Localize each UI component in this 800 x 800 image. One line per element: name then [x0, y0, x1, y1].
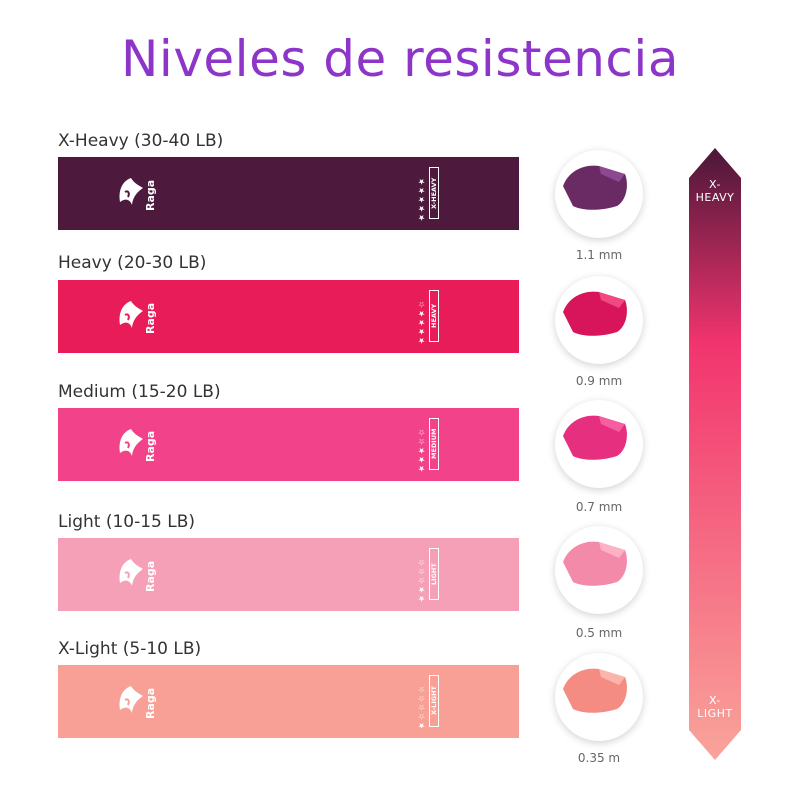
brand-name: Raga [144, 687, 157, 719]
page-title: Niveles de resistencia [121, 30, 679, 88]
level-tag: LIGHT [429, 548, 439, 600]
band-label-heavy: Heavy (20-30 LB) [58, 253, 207, 273]
rating-stars: ★★★★★ [417, 177, 426, 222]
raga-logo-icon [116, 175, 160, 213]
band-medium: Raga ★★★☆☆ MEDIUM [58, 408, 519, 481]
band-thickness-swatch [555, 150, 643, 238]
rating-stars: ★★☆☆☆ [417, 558, 426, 603]
rating-stars: ★☆☆☆☆ [417, 685, 426, 730]
thickness-label: 0.35 m [577, 751, 621, 765]
level-tag: X-HEAVY [429, 167, 439, 219]
raga-logo-icon [116, 683, 160, 721]
raga-logo-icon [116, 426, 160, 464]
level-tag: X-LIGHT [429, 675, 439, 727]
level-tag: MEDIUM [429, 418, 439, 470]
band-label-x-heavy: X-Heavy (30-40 LB) [58, 131, 224, 151]
thickness-label: 0.7 mm [575, 500, 623, 514]
band-heavy: Raga ★★★★☆ HEAVY [58, 280, 519, 353]
brand-name: Raga [144, 560, 157, 592]
raga-logo-icon [116, 556, 160, 594]
scale-bottom-label: X- LIGHT [697, 694, 733, 720]
thickness-label: 1.1 mm [575, 248, 623, 262]
band-x-light: Raga ★☆☆☆☆ X-LIGHT [58, 665, 519, 738]
band-light: Raga ★★☆☆☆ LIGHT [58, 538, 519, 611]
brand-name: Raga [144, 430, 157, 462]
brand-name: Raga [144, 302, 157, 334]
band-thickness-swatch [555, 653, 643, 741]
thickness-label: 0.9 mm [575, 374, 623, 388]
band-thickness-swatch [555, 276, 643, 364]
band-label-x-light: X-Light (5-10 LB) [58, 639, 202, 659]
rating-stars: ★★★★☆ [417, 300, 426, 345]
thickness-label: 0.5 mm [575, 626, 623, 640]
band-thickness-swatch [555, 400, 643, 488]
resistance-scale-arrow [689, 148, 741, 760]
scale-top-label: X- HEAVY [695, 178, 735, 204]
band-thickness-swatch [555, 526, 643, 614]
band-x-heavy: Raga ★★★★★ X-HEAVY [58, 157, 519, 230]
level-tag: HEAVY [429, 290, 439, 342]
band-label-medium: Medium (15-20 LB) [58, 382, 221, 402]
rating-stars: ★★★☆☆ [417, 428, 426, 473]
raga-logo-icon [116, 298, 160, 336]
brand-name: Raga [144, 179, 157, 211]
band-label-light: Light (10-15 LB) [58, 512, 196, 532]
